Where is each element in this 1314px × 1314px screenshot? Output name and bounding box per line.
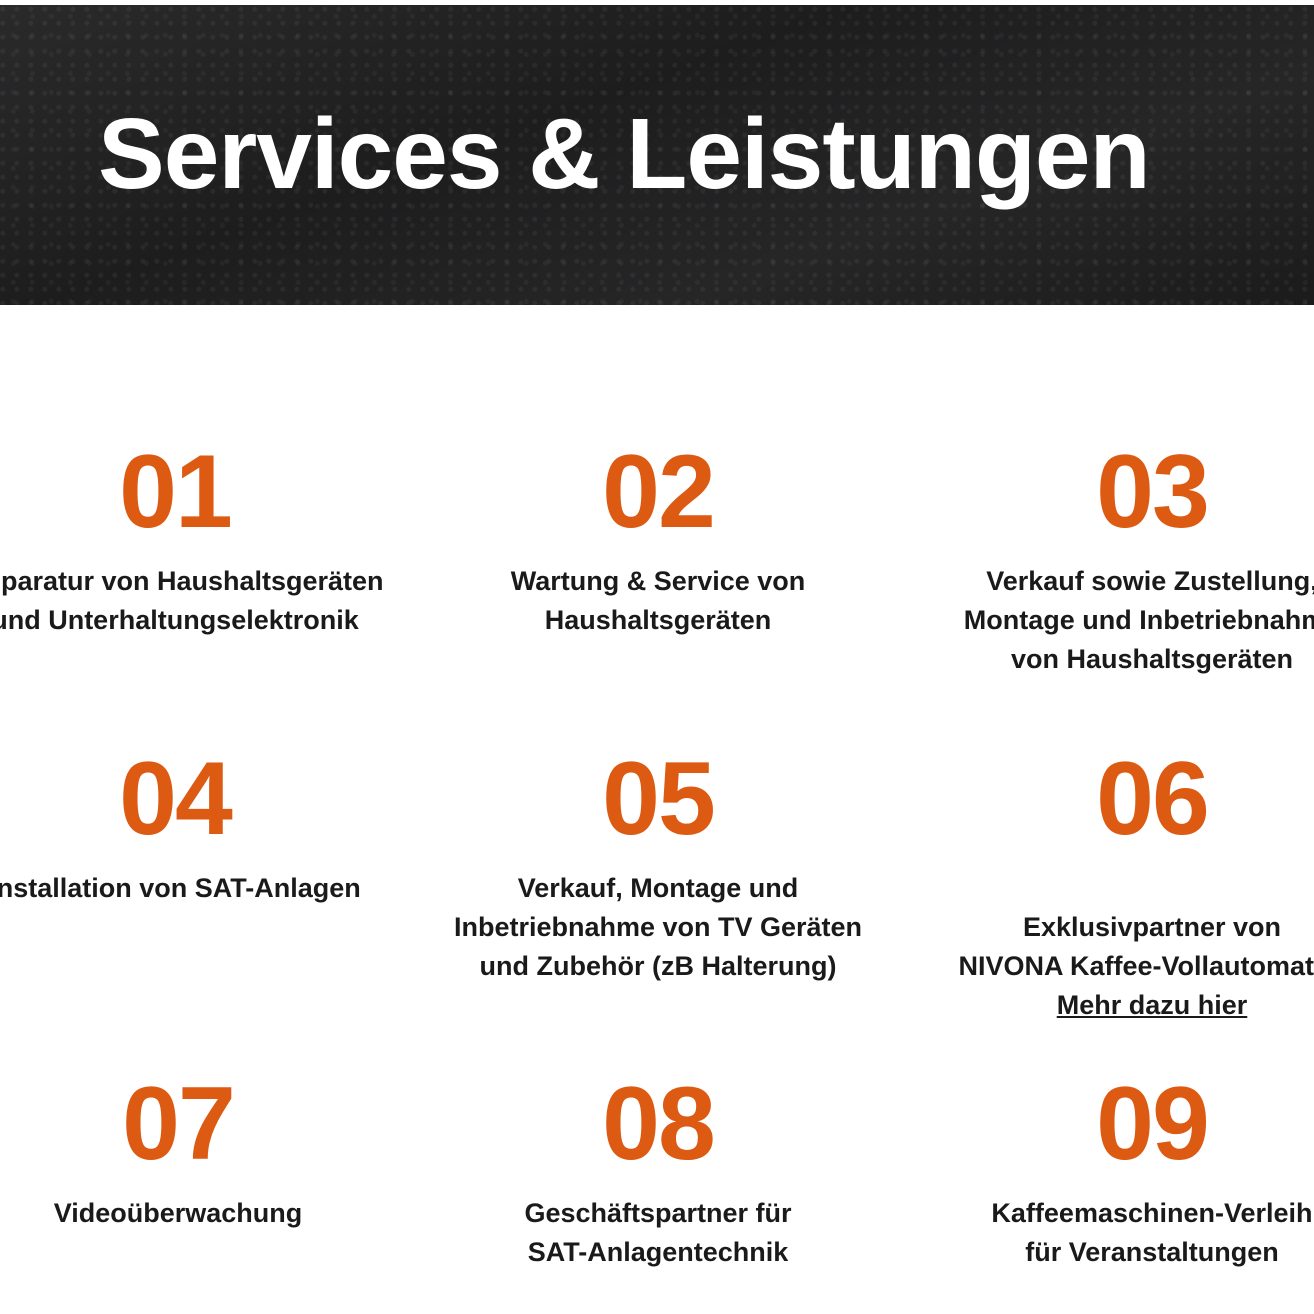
service-number: 08 [602, 1066, 716, 1182]
service-text: Kaffeemaschinen-Verleih für Veranstaltun… [991, 1198, 1313, 1267]
service-text: Wartung & Service von Haushaltsgeräten [510, 566, 806, 635]
service-number: 06 [1096, 741, 1210, 857]
service-item-06: 06 Exklusivpartner von NIVONA Kaffee-Vol… [912, 747, 1314, 1064]
service-number: 02 [602, 434, 716, 550]
service-number: 09 [1096, 1066, 1210, 1182]
service-text: Reparatur von Haushaltsgeräten und Unter… [0, 566, 384, 635]
service-item-02: 02 Wartung & Service von Haushaltsgeräte… [418, 440, 898, 640]
service-number: 05 [602, 741, 716, 857]
service-item-01: 01 Reparatur von Haushaltsgeräten und Un… [0, 440, 415, 640]
service-item-05: 05 Verkauf, Montage und Inbetriebnahme v… [418, 747, 898, 986]
page-title: Services & Leistungen [98, 98, 1151, 210]
service-text: Verkauf sowie Zustellung, Montage und In… [963, 566, 1314, 674]
service-number: 01 [119, 434, 233, 550]
service-text: Exklusivpartner von NIVONA Kaffee-Vollau… [958, 912, 1314, 981]
service-number: 03 [1096, 434, 1210, 550]
service-item-09: 09 Kaffeemaschinen-Verleih für Veranstal… [912, 1072, 1314, 1272]
more-info-link[interactable]: Mehr dazu hier [1056, 990, 1248, 1020]
service-item-07: 07 Videoüberwachung [0, 1072, 418, 1233]
service-text: Videoüberwachung [53, 1198, 303, 1228]
service-item-08: 08 Geschäftspartner für SAT-Anlagentechn… [418, 1072, 898, 1272]
service-text: Geschäftspartner für SAT-Anlagentechnik [524, 1198, 792, 1267]
service-item-03: 03 Verkauf sowie Zustellung, Montage und… [912, 440, 1314, 679]
service-item-04: 04 Installation von SAT-Anlagen [0, 747, 415, 908]
hero-banner: Services & Leistungen [0, 5, 1314, 305]
service-text: Verkauf, Montage und Inbetriebnahme von … [453, 873, 863, 981]
service-text-wrap: Exklusivpartner von NIVONA Kaffee-Vollau… [912, 869, 1314, 1064]
service-number: 07 [122, 1066, 236, 1182]
service-text: Installation von SAT-Anlagen [0, 873, 361, 903]
service-number: 04 [119, 741, 233, 857]
